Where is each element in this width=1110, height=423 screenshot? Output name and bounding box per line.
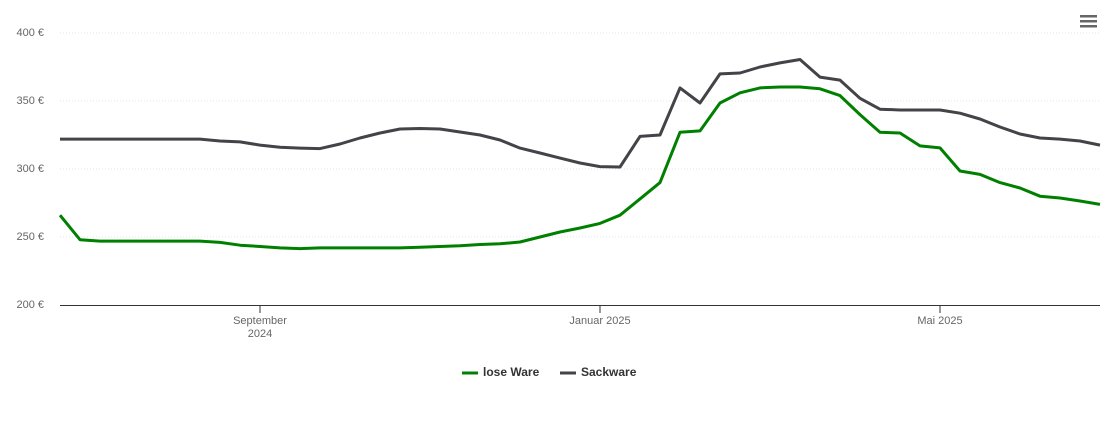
- y-tick-label: 300 €: [16, 163, 44, 175]
- y-tick-label: 200 €: [16, 299, 44, 311]
- y-tick-label: 400 €: [16, 27, 44, 39]
- x-tick-label: Januar 2025: [569, 315, 631, 327]
- menu-icon[interactable]: [1080, 15, 1097, 28]
- legend-label: lose Ware: [483, 365, 540, 379]
- x-tick-label: September 2024: [233, 315, 287, 340]
- series-line: [58, 85, 1101, 251]
- x-tick-label: Mai 2025: [917, 315, 963, 327]
- y-tick-label: 350 €: [16, 95, 44, 107]
- series-line: [60, 58, 1101, 169]
- legend-label: Sackware: [581, 365, 637, 379]
- y-tick-label: 250 €: [16, 231, 44, 243]
